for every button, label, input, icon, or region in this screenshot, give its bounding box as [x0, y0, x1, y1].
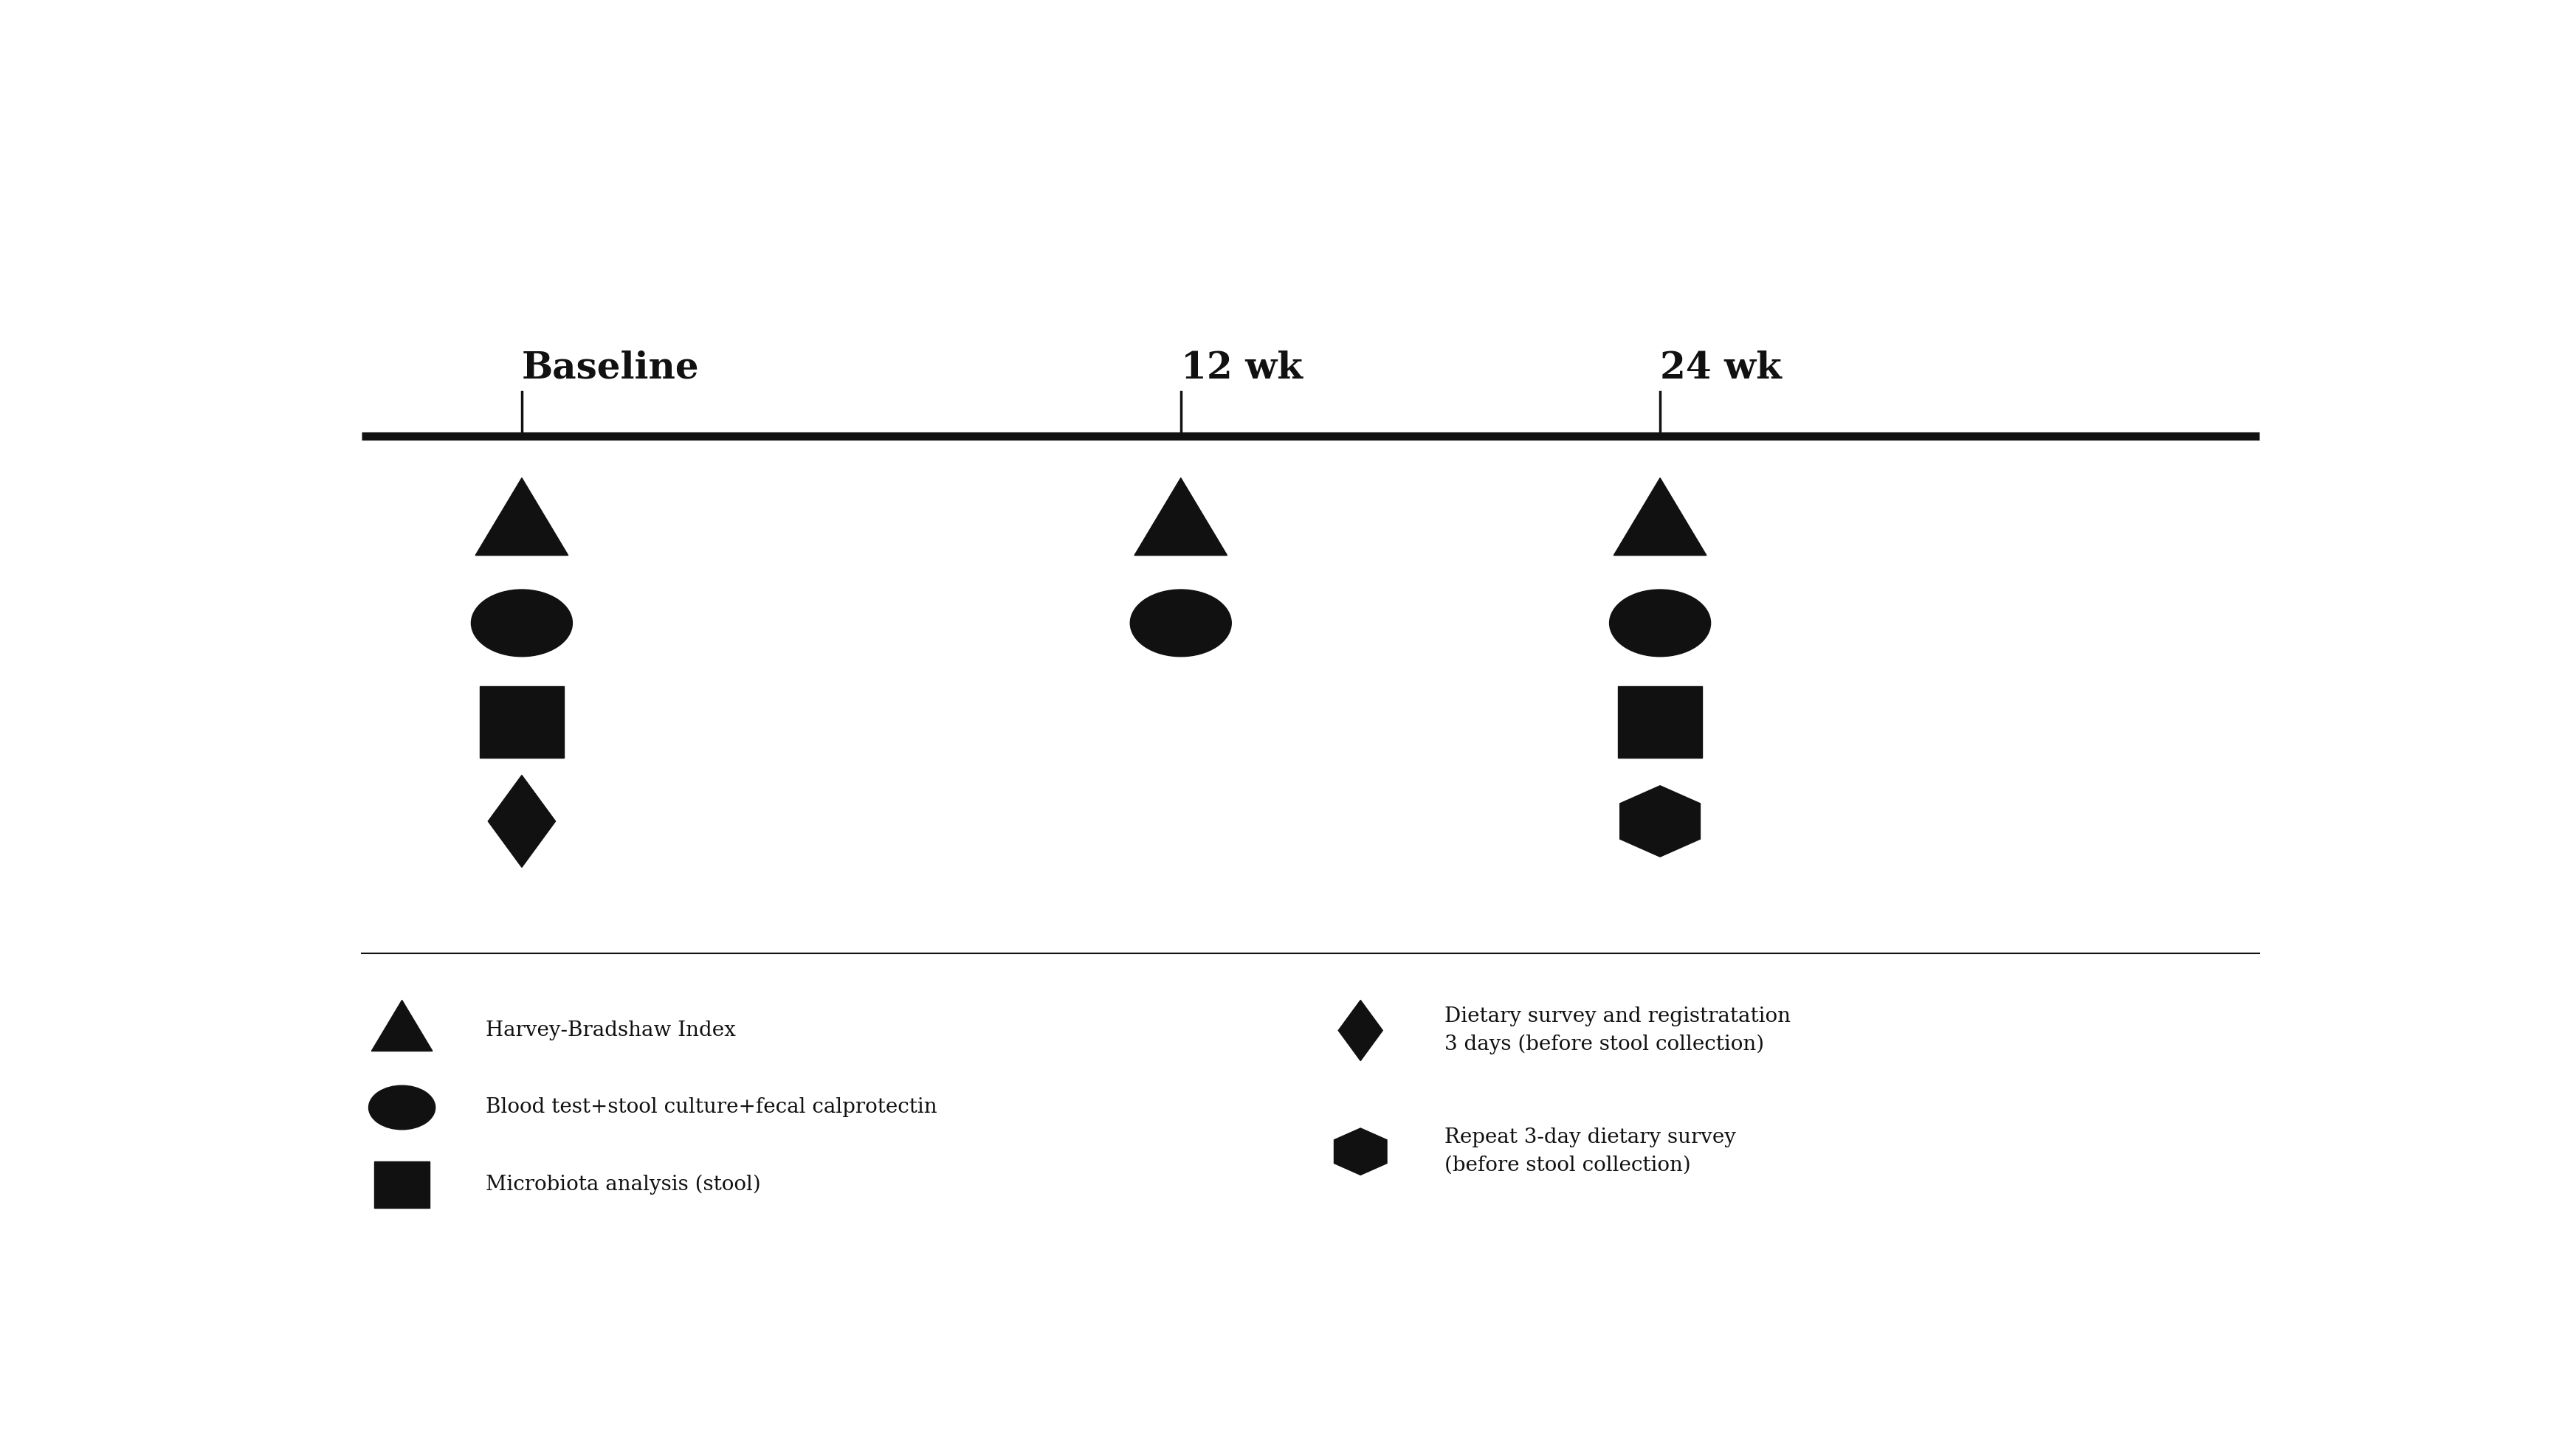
Text: 12 wk: 12 wk — [1180, 350, 1301, 386]
Polygon shape — [1337, 1000, 1383, 1061]
Polygon shape — [374, 1161, 430, 1208]
Polygon shape — [479, 686, 564, 758]
Text: Harvey-Bradshaw Index: Harvey-Bradshaw Index — [487, 1021, 737, 1041]
Text: Dietary survey and registratation
3 days (before stool collection): Dietary survey and registratation 3 days… — [1445, 1007, 1790, 1054]
Polygon shape — [487, 775, 556, 867]
Polygon shape — [1334, 1128, 1386, 1175]
Text: Repeat 3-day dietary survey
(before stool collection): Repeat 3-day dietary survey (before stoo… — [1445, 1128, 1736, 1175]
Polygon shape — [1133, 478, 1226, 555]
Ellipse shape — [471, 589, 572, 656]
Polygon shape — [371, 1000, 433, 1051]
Polygon shape — [477, 478, 567, 555]
Text: Blood test+stool culture+fecal calprotectin: Blood test+stool culture+fecal calprotec… — [487, 1098, 938, 1117]
Ellipse shape — [368, 1085, 435, 1130]
Polygon shape — [1613, 478, 1705, 555]
Polygon shape — [1620, 785, 1700, 857]
Polygon shape — [1618, 686, 1703, 758]
Ellipse shape — [1610, 589, 1710, 656]
Text: Microbiota analysis (stool): Microbiota analysis (stool) — [487, 1174, 760, 1194]
Text: 24 wk: 24 wk — [1659, 350, 1780, 386]
Text: Baseline: Baseline — [520, 350, 698, 386]
Ellipse shape — [1131, 589, 1231, 656]
